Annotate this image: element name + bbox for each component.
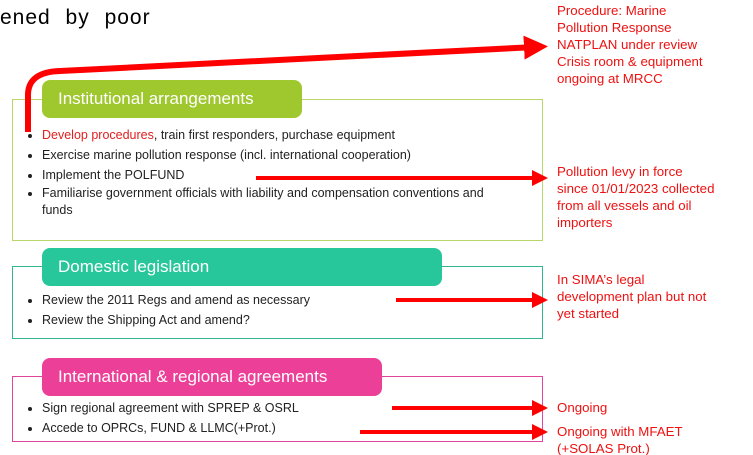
top-text: ened by poor <box>0 6 151 29</box>
bullet-text: Review the Shipping Act and amend? <box>42 313 250 327</box>
annotation-line: (+SOLAS Prot.) <box>557 441 650 455</box>
bullet: Familiarise government officials with li… <box>42 185 512 219</box>
bullet: Develop procedures, train first responde… <box>42 125 512 145</box>
bullet-text: Review the 2011 Regs and amend as necess… <box>42 293 310 307</box>
annotation-line: since 01/01/2023 collected <box>557 181 715 196</box>
bullet-text: Implement the POLFUND <box>42 168 185 182</box>
bullet: Review the Shipping Act and amend? <box>42 310 512 330</box>
annotation-line: In SIMA’s legal <box>557 272 645 287</box>
bullet: Accede to OPRCs, FUND & LLMC(+Prot.) <box>42 418 512 438</box>
section-header: Domestic legislation <box>42 248 442 286</box>
bullet-text: Familiarise government officials with li… <box>42 186 484 217</box>
bullet: Implement the POLFUND <box>42 165 512 185</box>
annotation-line: ongoing at MRCC <box>557 71 663 86</box>
bullet-list: Sign regional agreement with SPREP & OSR… <box>28 398 512 438</box>
annotation-line: Pollution levy in force <box>557 164 683 179</box>
annotation-line: development plan but not <box>557 289 707 304</box>
bullet-text: Exercise marine pollution response (incl… <box>42 148 411 162</box>
annotation: Procedure: Marine Pollution Response NATPL… <box>557 2 753 87</box>
bullet: Exercise marine pollution response (incl… <box>42 145 512 165</box>
annotation: In SIMA’s legal development plan but not y… <box>557 271 753 322</box>
bullet-text: Develop procedures <box>42 128 154 142</box>
bullet-list: Develop procedures, train first responde… <box>28 125 512 219</box>
bullet-list: Review the 2011 Regs and amend as necess… <box>28 290 512 330</box>
annotation-line: Ongoing <box>557 400 608 415</box>
annotation: Ongoing with MFAET (+SOLAS Prot.) <box>557 423 753 455</box>
bullet-text: Sign regional agreement with SPREP & OSR… <box>42 401 299 415</box>
annotation-line: Pollution Response <box>557 20 672 35</box>
curved-arrow <box>25 35 548 132</box>
section-header: Institutional arrangements <box>42 80 302 118</box>
annotation: Ongoing <box>557 399 753 416</box>
annotation-line: Procedure: Marine <box>557 3 667 18</box>
annotation-line: importers <box>557 215 613 230</box>
bullet: Review the 2011 Regs and amend as necess… <box>42 290 512 310</box>
section-header: International & regional agreements <box>42 358 382 396</box>
annotation-line: yet started <box>557 306 620 321</box>
bullet: Sign regional agreement with SPREP & OSR… <box>42 398 512 418</box>
annotation-line: from all vessels and oil <box>557 198 692 213</box>
annotation: Pollution levy in force since 01/01/2023 … <box>557 163 753 231</box>
bullet-text: , train first responders, purchase equip… <box>153 128 395 142</box>
annotation-line: Ongoing with MFAET <box>557 424 683 439</box>
bullet-text: Accede to OPRCs, FUND & LLMC(+Prot.) <box>42 421 276 435</box>
annotation-line: NATPLAN under review <box>557 37 698 52</box>
annotation-line: Crisis room & equipment <box>557 54 703 69</box>
